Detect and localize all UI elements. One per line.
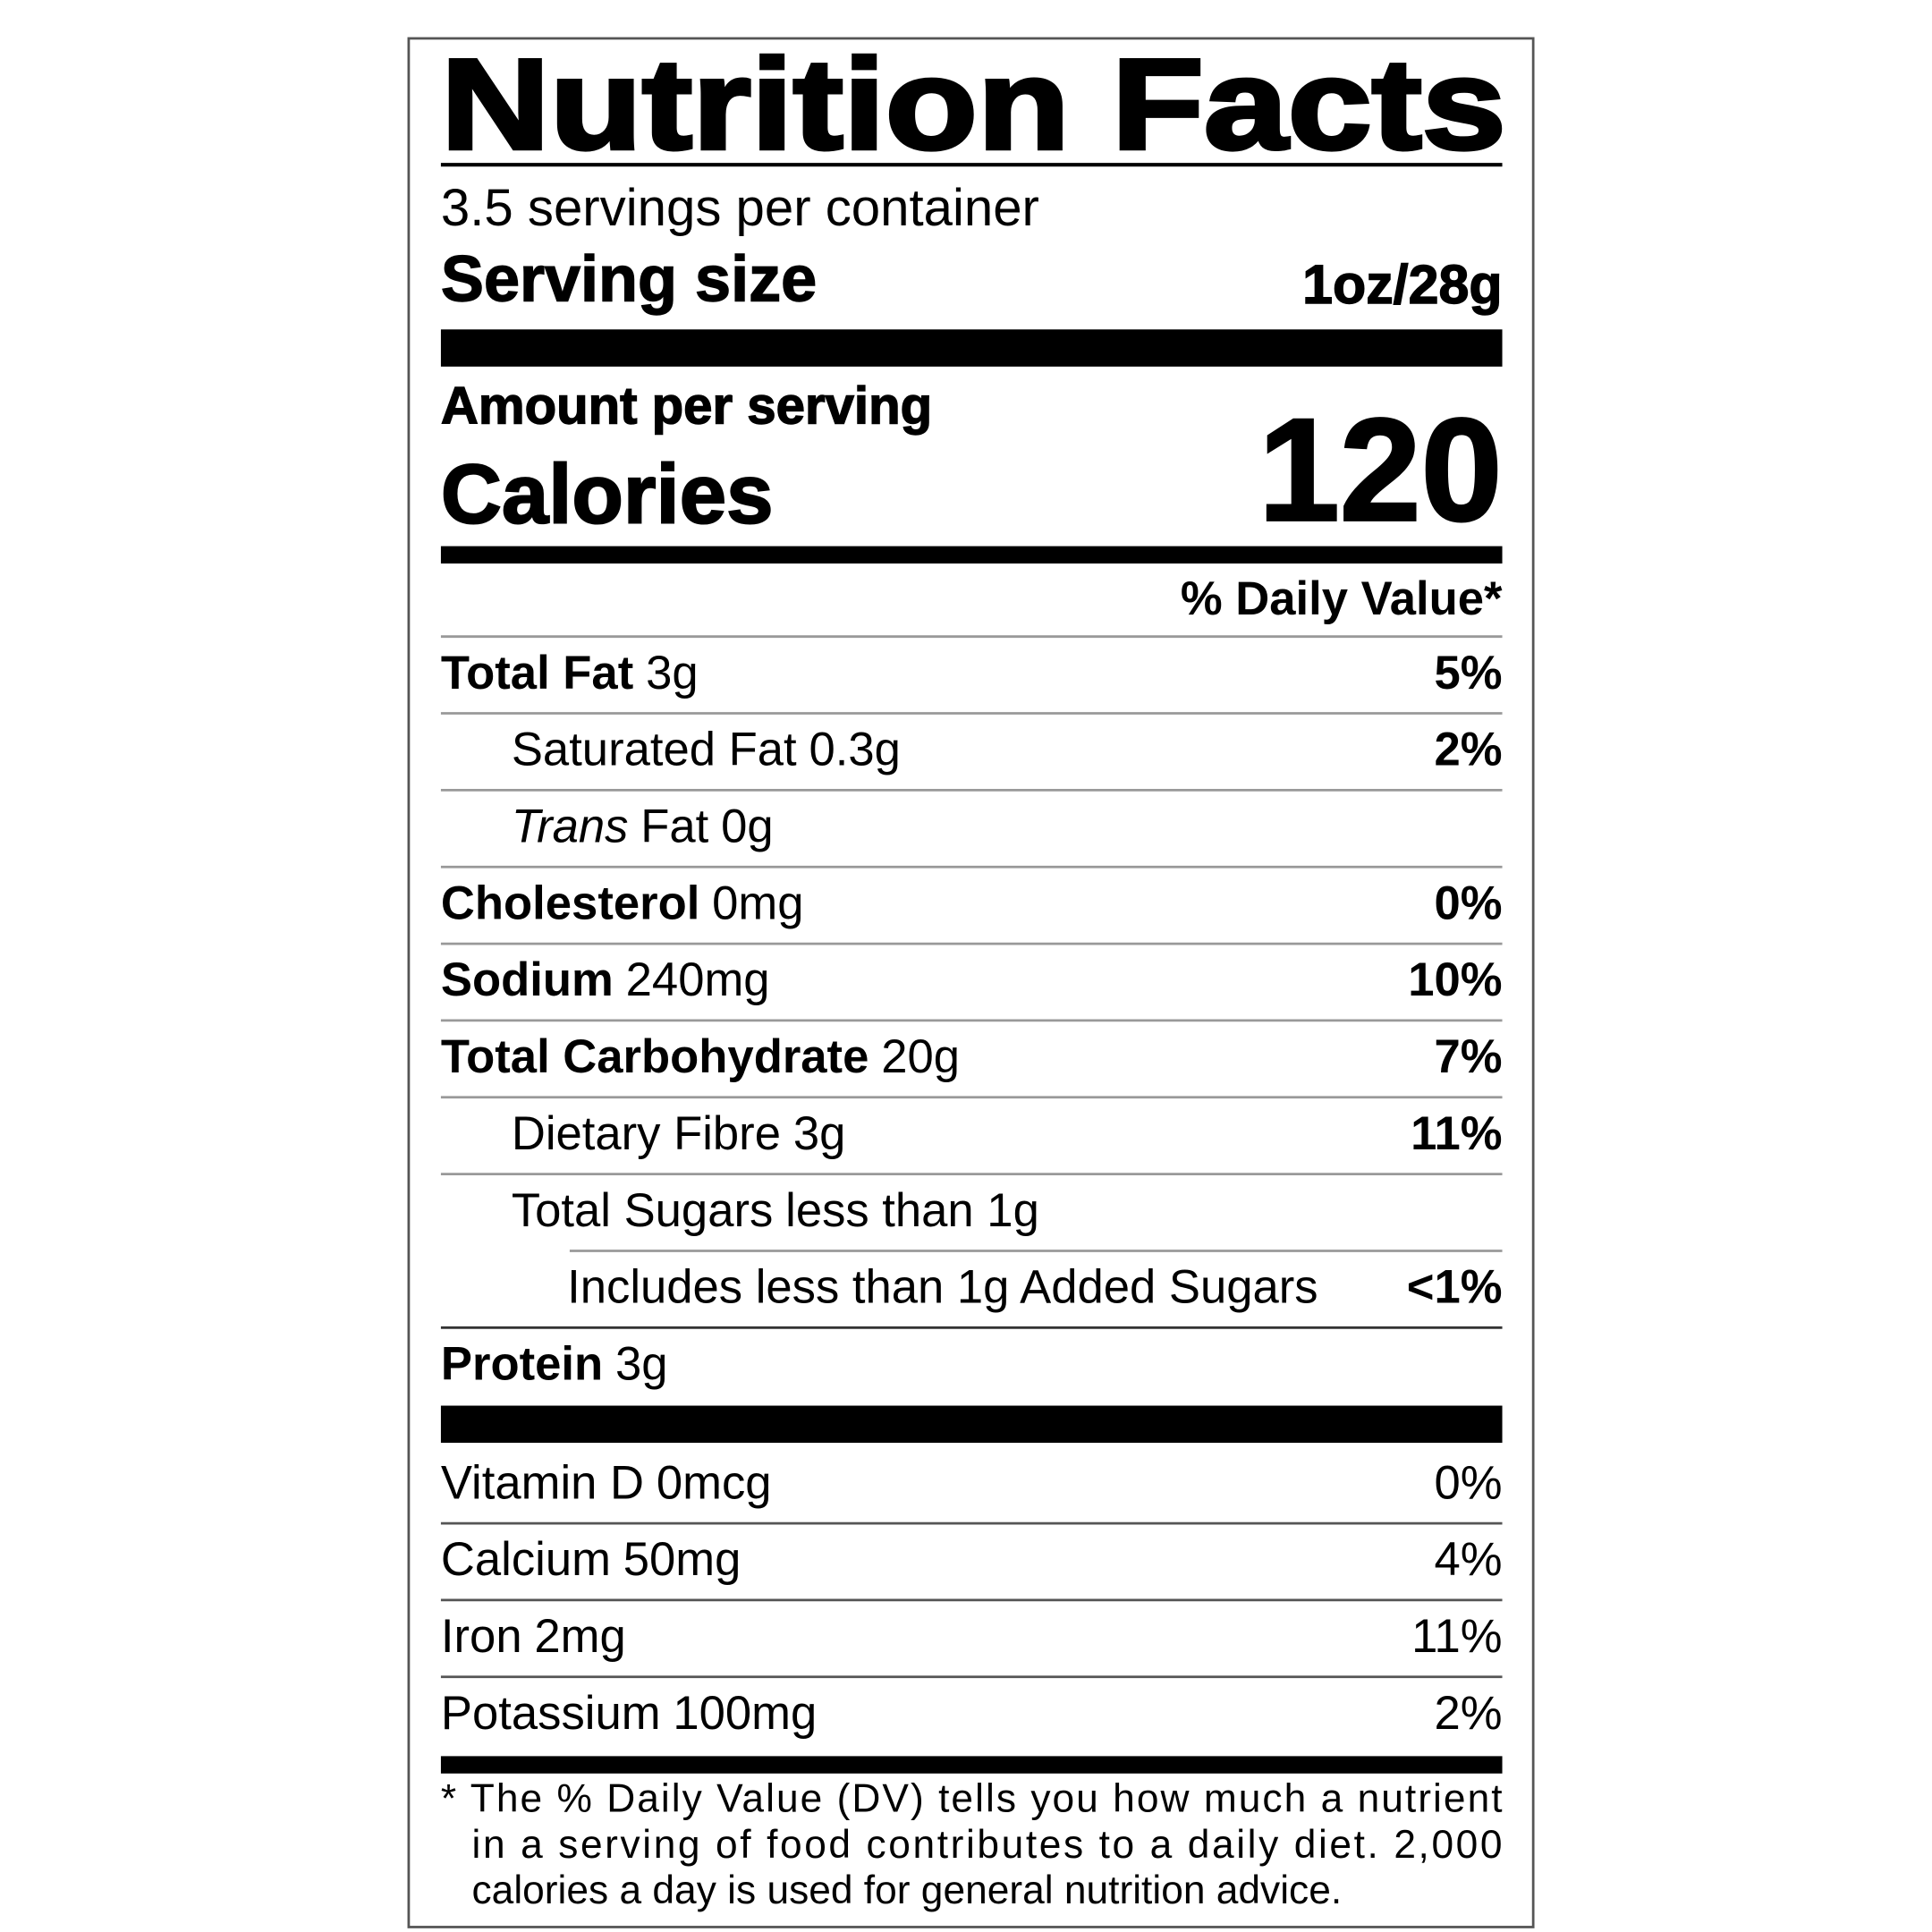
- daily-value-heading: % Daily Value*: [1181, 572, 1503, 625]
- nutrient-amount: less than 1g: [785, 1184, 1039, 1237]
- nutrient-row: Protein 3g: [441, 1337, 668, 1390]
- nutrient-row: Includes less than 1g Added Sugars: [567, 1261, 1318, 1314]
- nutrient-name: Fat: [640, 801, 708, 853]
- daily-value: 0%: [1434, 877, 1502, 929]
- nutrient-amount: 0mcg: [657, 1456, 772, 1509]
- nutrient-row: Total Carbohydrate 20g: [441, 1030, 960, 1083]
- nutrient-name: Cholesterol: [441, 877, 699, 929]
- nutrient-amount: 3g: [615, 1337, 668, 1390]
- nutrient-name: Iron: [441, 1610, 522, 1663]
- nutrient-amount: 0mg: [712, 877, 803, 929]
- footnote-line: in a serving of food contributes to a da…: [472, 1823, 1503, 1867]
- servings-per-container: 3.5 servings per container: [441, 179, 1039, 237]
- thick-bar: [440, 329, 1503, 367]
- serving-size-label: Serving size: [441, 243, 817, 315]
- nutrient-row: Potassium 100mg: [441, 1687, 817, 1740]
- daily-value: 7%: [1434, 1030, 1502, 1083]
- nutrient-prefix: Trans: [512, 801, 629, 853]
- daily-value: 2%: [1434, 724, 1502, 776]
- nutrient-row: Sodium 240mg: [441, 953, 770, 1006]
- nutrient-name: Sodium: [441, 953, 614, 1006]
- thick-bar: [440, 1756, 1503, 1774]
- nutrient-amount: 100mg: [673, 1687, 817, 1740]
- nutrient-name: Dietary Fibre: [512, 1107, 781, 1160]
- nutrient-row: Saturated Fat 0.3g: [512, 724, 901, 776]
- nutrient-amount: 2mg: [534, 1610, 625, 1663]
- nutrient-row: Vitamin D 0mcg: [441, 1456, 772, 1509]
- nutrient-amount: 0g: [721, 801, 774, 853]
- footnote-line: * The % Daily Value (DV) tells you how m…: [441, 1777, 1503, 1821]
- daily-value: 11%: [1411, 1610, 1502, 1663]
- nutrient-name: Calcium: [441, 1533, 611, 1586]
- nutrient-row: Iron 2mg: [441, 1610, 626, 1663]
- label-border: [407, 37, 1535, 1928]
- nutrient-name: Protein: [441, 1337, 603, 1390]
- nutrient-name: Total Sugars: [512, 1184, 773, 1237]
- nutrient-amount: 20g: [881, 1030, 960, 1083]
- nutrient-amount: 3g: [793, 1107, 846, 1160]
- nutrient-name: Potassium: [441, 1687, 661, 1740]
- daily-value: <1%: [1407, 1261, 1503, 1314]
- nutrient-row: Total Sugars less than 1g: [512, 1184, 1039, 1237]
- nutrient-row: Cholesterol 0mg: [441, 877, 804, 929]
- calories-value: 120: [1258, 388, 1503, 552]
- footnote-line: calories a day is used for general nutri…: [472, 1868, 1343, 1912]
- nutrient-name: Includes less than 1g Added Sugars: [567, 1261, 1318, 1314]
- thick-bar: [440, 546, 1503, 564]
- nutrient-row: Trans Fat 0g: [512, 801, 774, 853]
- nutrient-name: Total Carbohydrate: [441, 1030, 869, 1083]
- daily-value: 2%: [1434, 1687, 1502, 1740]
- nutrient-amount: 240mg: [626, 953, 770, 1006]
- title: Nutrition Facts: [441, 32, 1506, 176]
- nutrient-amount: 50mg: [623, 1533, 741, 1586]
- daily-value: 5%: [1434, 647, 1502, 699]
- daily-value: 4%: [1434, 1533, 1502, 1586]
- daily-value: 0%: [1434, 1456, 1502, 1509]
- nutrient-amount: 0.3g: [809, 724, 900, 776]
- nutrient-row: Dietary Fibre 3g: [512, 1107, 846, 1160]
- thick-bar: [440, 1405, 1503, 1444]
- nutrient-row: Total Fat 3g: [441, 647, 699, 699]
- daily-value: 11%: [1411, 1107, 1502, 1160]
- serving-size: 1oz/28g: [1302, 254, 1502, 315]
- nutrient-name: Vitamin D: [441, 1456, 644, 1509]
- calories-label: Calories: [441, 446, 774, 540]
- daily-value: 10%: [1408, 953, 1502, 1006]
- nutrient-row: Calcium 50mg: [441, 1533, 741, 1586]
- amount-per-serving: Amount per serving: [441, 377, 932, 436]
- nutrient-amount: 3g: [646, 647, 699, 699]
- nutrient-name: Total Fat: [441, 647, 633, 699]
- nutrient-name: Saturated Fat: [512, 724, 797, 776]
